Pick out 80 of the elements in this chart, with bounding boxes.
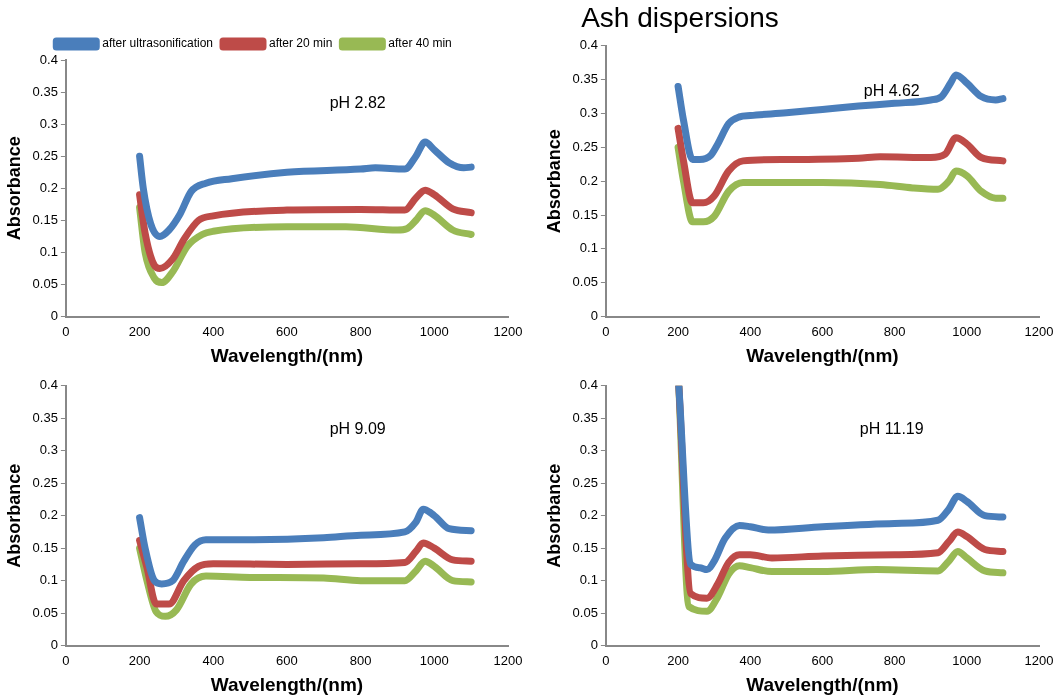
y-tick-label: 0.3 xyxy=(579,105,598,121)
x-tick-label: 1200 xyxy=(493,652,523,668)
y-tick-label: 0.1 xyxy=(579,572,598,588)
y-tick-label: 0.35 xyxy=(572,71,598,87)
y-axis-title: Absorbance xyxy=(543,463,564,568)
x-tick-label: 1000 xyxy=(952,652,982,668)
y-tick-label: 0.2 xyxy=(39,507,58,523)
y-tick-label: 0.25 xyxy=(32,474,58,490)
x-tick-label: 200 xyxy=(667,652,689,668)
y-tick-label: 0.1 xyxy=(39,572,58,588)
x-tick-label: 400 xyxy=(739,323,762,339)
annotation: pH 2.82 xyxy=(329,94,386,112)
x-tick-label: 0 xyxy=(602,652,610,668)
x-tick-label: 1200 xyxy=(493,323,523,339)
x-tick-label: 400 xyxy=(739,652,762,668)
y-tick-label: 0.15 xyxy=(32,211,58,227)
y-tick-label: 0.2 xyxy=(579,507,598,523)
x-axis-title: Wavelength/(nm) xyxy=(746,344,899,366)
y-tick-label: 0.4 xyxy=(579,37,598,53)
y-tick-label: 0.15 xyxy=(32,539,58,555)
y-tick-label: 0.2 xyxy=(579,172,598,188)
y-tick-label: 0.3 xyxy=(39,115,58,131)
x-axis-title: Wavelength/(nm) xyxy=(210,673,364,695)
y-tick-label: 0.35 xyxy=(32,83,58,99)
y-tick-label: 0.15 xyxy=(572,539,598,555)
chart-title: Ash dispersions xyxy=(580,2,780,34)
y-tick-label: 0.05 xyxy=(32,276,58,292)
legend-label: after ultrasonification xyxy=(102,36,214,51)
x-tick-label: 400 xyxy=(202,652,225,668)
y-tick-label: 0.05 xyxy=(572,604,598,620)
y-tick-label: 0.05 xyxy=(32,604,58,620)
x-axis-title: Wavelength/(nm) xyxy=(210,344,364,366)
y-tick-label: 0.4 xyxy=(579,377,598,393)
x-tick-label: 200 xyxy=(667,323,689,339)
y-tick-label: 0.15 xyxy=(572,206,598,222)
x-tick-label: 800 xyxy=(883,323,906,339)
y-tick-label: 0.25 xyxy=(572,138,598,154)
y-tick-label: 0.25 xyxy=(572,474,598,490)
annotation: pH 9.09 xyxy=(329,420,386,438)
y-tick-label: 0 xyxy=(50,637,58,653)
y-tick-label: 0 xyxy=(50,308,58,324)
y-tick-label: 0.3 xyxy=(39,442,58,458)
legend-label: after 40 min xyxy=(388,36,452,51)
x-tick-label: 0 xyxy=(62,652,70,668)
x-tick-label: 200 xyxy=(128,323,151,339)
x-tick-label: 600 xyxy=(811,323,834,339)
y-axis-title: Absorbance xyxy=(3,463,24,568)
x-tick-label: 400 xyxy=(202,323,225,339)
x-tick-label: 800 xyxy=(883,652,906,668)
x-tick-label: 1000 xyxy=(419,652,449,668)
annotation: pH 4.62 xyxy=(863,82,920,100)
y-tick-label: 0.05 xyxy=(572,274,598,290)
y-tick-label: 0.4 xyxy=(39,51,58,67)
y-tick-label: 0.35 xyxy=(572,409,598,425)
y-tick-label: 0.2 xyxy=(39,179,58,195)
x-tick-label: 600 xyxy=(811,652,834,668)
x-tick-label: 800 xyxy=(349,652,372,668)
x-tick-label: 600 xyxy=(276,652,298,668)
y-tick-label: 0.35 xyxy=(32,409,58,425)
y-axis-title: Absorbance xyxy=(3,136,24,241)
x-tick-label: 800 xyxy=(349,323,372,339)
y-tick-label: 0.1 xyxy=(579,240,598,256)
y-tick-label: 0.4 xyxy=(39,377,58,393)
annotation: pH 11.19 xyxy=(859,420,924,438)
x-tick-label: 0 xyxy=(602,323,610,339)
y-tick-label: 0.1 xyxy=(39,244,58,260)
x-tick-label: 0 xyxy=(62,323,70,339)
y-tick-label: 0.3 xyxy=(579,442,598,458)
x-tick-label: 600 xyxy=(276,323,298,339)
x-axis-title: Wavelength/(nm) xyxy=(746,673,899,695)
x-tick-label: 1200 xyxy=(1024,652,1054,668)
x-tick-label: 1000 xyxy=(419,323,449,339)
y-axis-title: Absorbance xyxy=(543,129,564,234)
y-tick-label: 0 xyxy=(590,308,598,324)
x-tick-label: 1000 xyxy=(952,323,982,339)
x-tick-label: 1200 xyxy=(1024,323,1054,339)
y-tick-label: 0.25 xyxy=(32,147,58,163)
y-tick-label: 0 xyxy=(590,637,598,653)
legend-label: after 20 min xyxy=(269,36,333,51)
x-tick-label: 200 xyxy=(128,652,151,668)
